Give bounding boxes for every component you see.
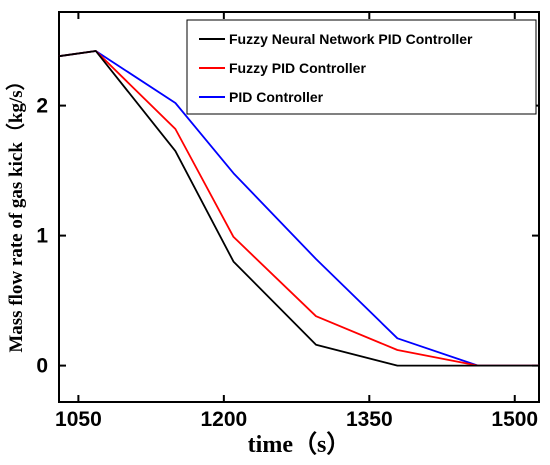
plot-frame (58, 11, 540, 403)
axis-ticks: 1050 1200 1350 1500 0 1 2 (36, 12, 539, 431)
x-tick-label: 1200 (200, 408, 247, 431)
y-tick-label: 2 (36, 95, 48, 118)
legend: Fuzzy Neural Network PID Controller Fuzzy… (186, 19, 537, 115)
x-tick-label: 1350 (346, 408, 393, 431)
x-tick-label: 1050 (55, 408, 102, 431)
x-tick-label: 1500 (491, 408, 538, 431)
x-axis-title: time（s） (248, 431, 351, 458)
series-line-pid-controller (58, 50, 539, 367)
series-line-fuzzy-pid-controller (58, 50, 539, 367)
legend-label: Fuzzy Neural Network PID Controller (229, 31, 473, 47)
y-tick-label: 1 (36, 225, 48, 248)
legend-label: Fuzzy PID Controller (229, 60, 366, 76)
legend-box (186, 19, 537, 115)
legend-label: PID Controller (229, 89, 324, 105)
y-tick-label: 0 (36, 355, 48, 378)
y-axis-title: Mass flow rate of gas kick（kg/s） (4, 71, 27, 352)
series-line-fuzzy-neural-network-pid-controller (58, 50, 539, 367)
series-lines (58, 50, 539, 367)
